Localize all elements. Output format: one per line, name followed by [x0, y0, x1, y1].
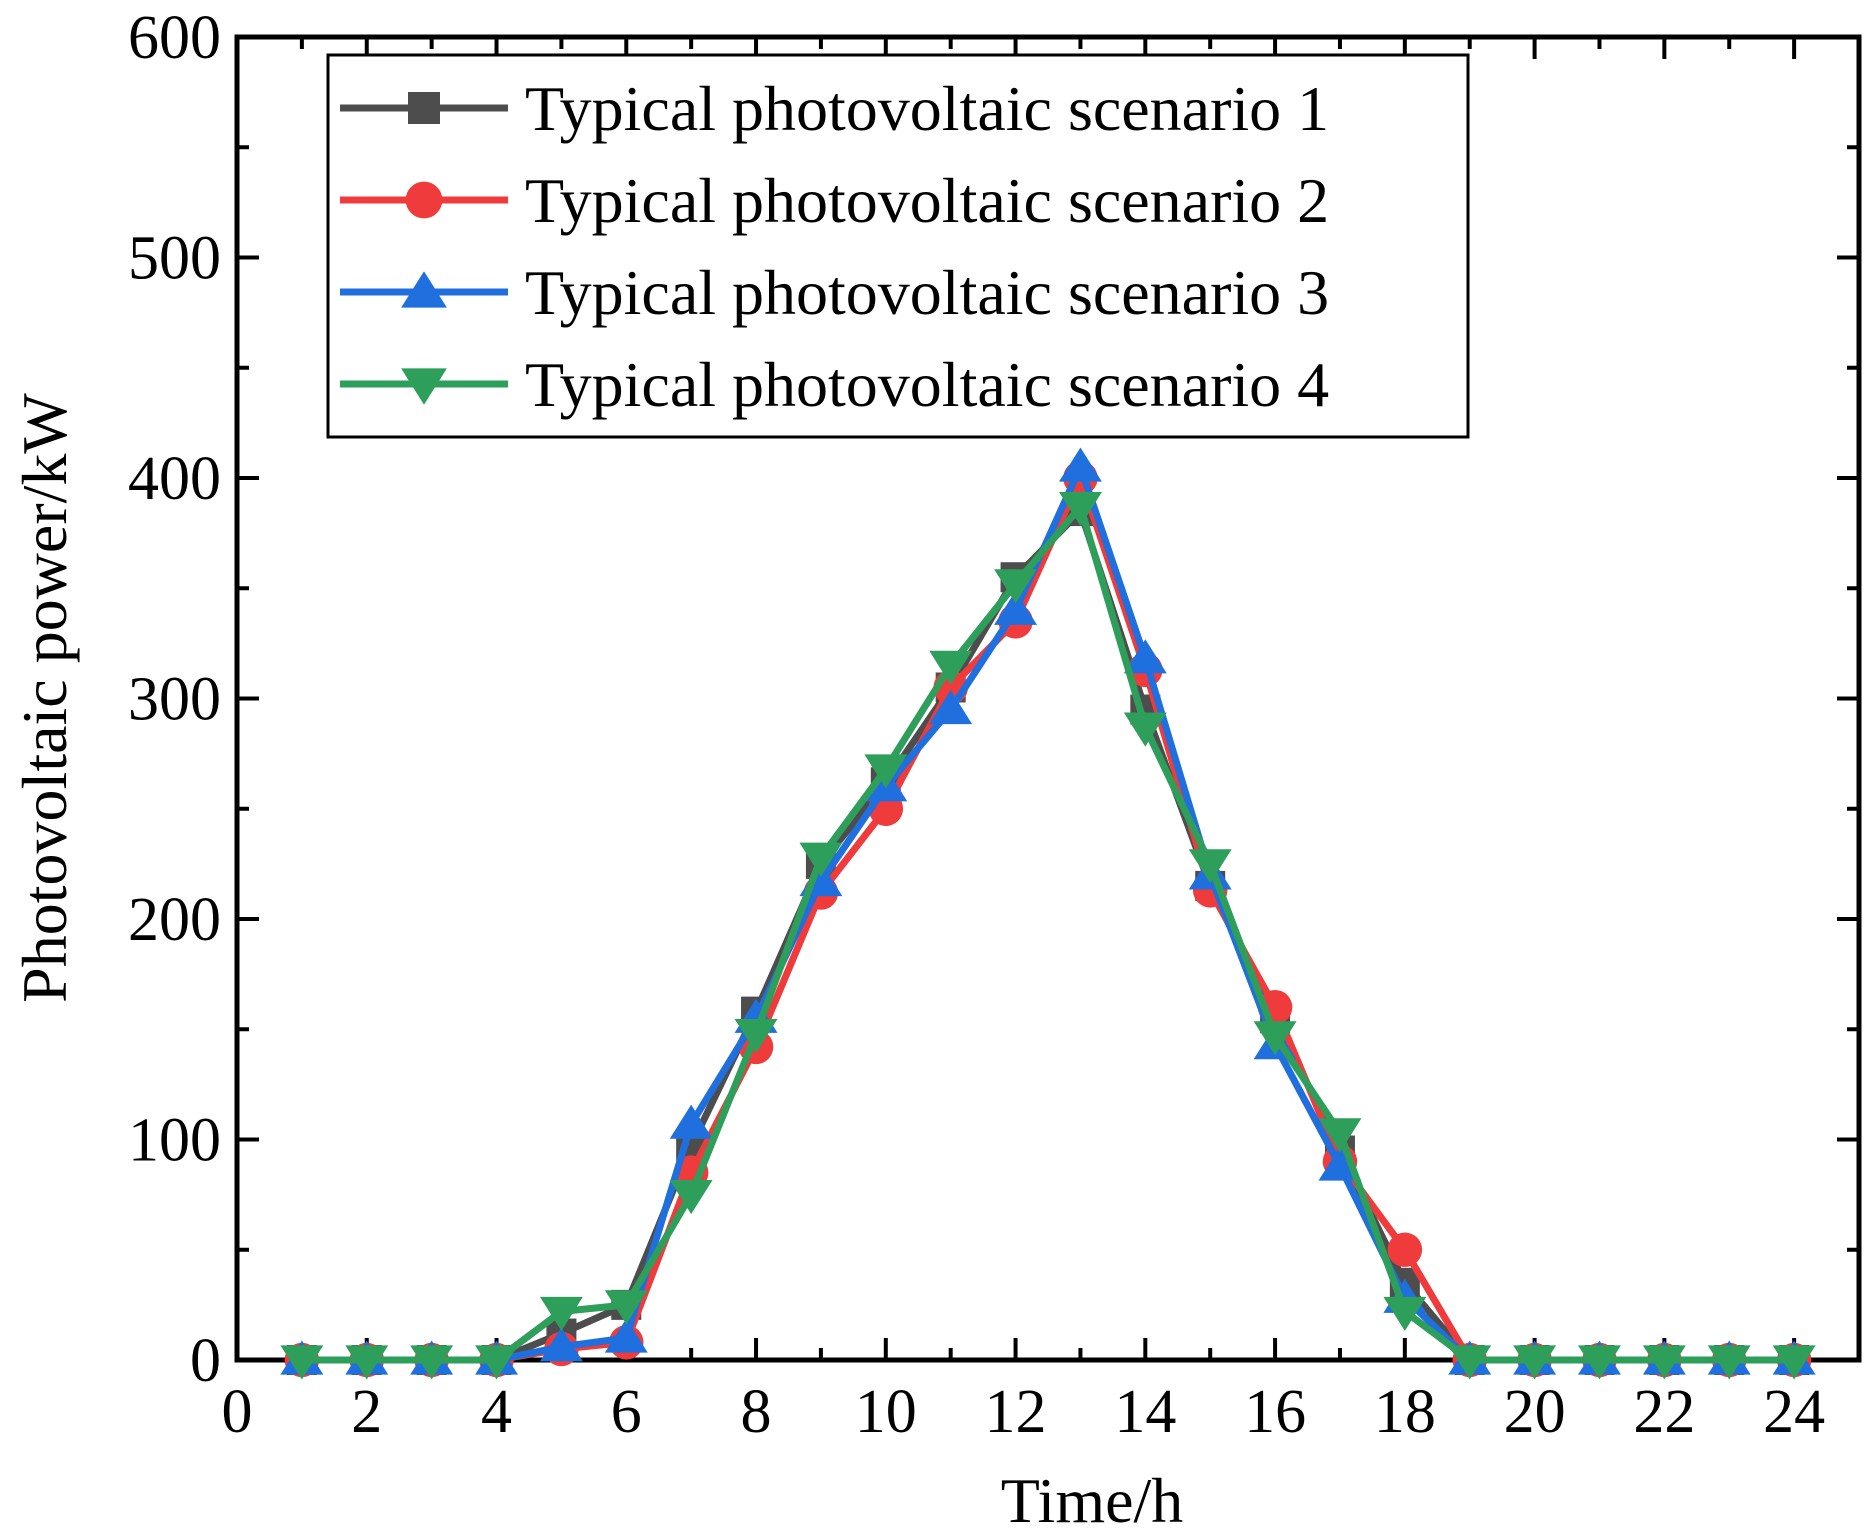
series-line — [301, 474, 1795, 1364]
data-point — [1448, 1345, 1492, 1380]
series-layer — [280, 447, 1816, 1380]
legend-box — [326, 53, 1470, 439]
y-axis-tick-labels: 0 100 200 300 400 500 600 — [128, 4, 221, 1395]
series-4 — [280, 492, 1816, 1380]
legend: Typical photovoltaic scenario 1 Typical … — [326, 53, 1470, 439]
data-point — [1123, 712, 1167, 747]
data-point — [1188, 849, 1232, 884]
x-axis-title: Time/h — [1001, 1465, 1184, 1535]
y-axis-title: Photovoltaic power/kW — [9, 393, 80, 1003]
data-point — [1642, 1345, 1686, 1380]
data-point — [669, 1104, 713, 1139]
x-tick-label: 0 — [222, 1378, 253, 1446]
data-point — [539, 1327, 583, 1362]
legend-label: Typical photovoltaic scenario 1 — [525, 73, 1329, 144]
data-point — [994, 569, 1038, 604]
data-point — [864, 754, 908, 789]
series-line — [301, 463, 1795, 1364]
data-point — [1058, 492, 1102, 527]
x-tick-label: 10 — [855, 1378, 917, 1446]
data-point — [1383, 1296, 1427, 1331]
legend-label: Typical photovoltaic scenario 3 — [525, 257, 1329, 328]
series-2 — [284, 460, 1812, 1378]
series-1 — [286, 496, 1810, 1375]
data-point — [1058, 447, 1102, 482]
series-line — [301, 503, 1795, 1364]
legend-marker — [408, 92, 440, 124]
data-point — [475, 1345, 518, 1380]
data-point — [1578, 1345, 1621, 1380]
series-line — [301, 507, 1795, 1364]
data-point — [1123, 639, 1167, 674]
x-tick-label: 8 — [741, 1378, 772, 1446]
y-tick-label: 400 — [128, 445, 221, 513]
x-tick-label: 2 — [351, 1378, 382, 1446]
data-point — [929, 690, 973, 725]
data-point — [734, 1019, 778, 1054]
x-tick-label: 20 — [1504, 1378, 1566, 1446]
data-point — [929, 650, 973, 685]
data-point — [1772, 1345, 1816, 1380]
legend-marker — [401, 368, 447, 405]
x-tick-label: 22 — [1633, 1378, 1695, 1446]
y-tick-label: 300 — [128, 666, 221, 734]
data-point — [1707, 1345, 1751, 1380]
y-tick-label: 600 — [128, 4, 221, 72]
x-tick-label: 16 — [1244, 1378, 1306, 1446]
data-point — [669, 1180, 713, 1215]
data-point — [1387, 1232, 1423, 1267]
data-point — [280, 1345, 324, 1380]
y-axis-ticks — [237, 35, 1859, 1362]
legend-symbols — [340, 92, 508, 405]
y-tick-label: 100 — [128, 1107, 221, 1175]
data-point — [539, 1296, 583, 1331]
x-axis-tick-labels: 0 2 4 6 8 10 12 14 16 18 20 22 24 — [222, 1378, 1826, 1446]
data-point — [604, 1318, 648, 1353]
data-point — [1253, 1021, 1297, 1056]
legend-label: Typical photovoltaic scenario 2 — [525, 165, 1329, 236]
data-point — [604, 1290, 648, 1325]
data-point — [1513, 1345, 1557, 1380]
y-tick-label: 200 — [128, 886, 221, 954]
x-tick-label: 18 — [1374, 1378, 1436, 1446]
data-point — [410, 1345, 454, 1380]
legend-marker — [405, 181, 443, 219]
x-tick-label: 6 — [611, 1378, 642, 1446]
data-point — [994, 590, 1038, 625]
data-point — [1318, 1118, 1362, 1153]
x-tick-label: 14 — [1114, 1378, 1176, 1446]
legend-marker — [401, 271, 447, 308]
y-tick-label: 500 — [128, 225, 221, 293]
y-tick-label: 0 — [190, 1327, 221, 1395]
data-point — [345, 1345, 389, 1380]
legend-label: Typical photovoltaic scenario 4 — [525, 349, 1329, 420]
x-tick-label: 4 — [481, 1378, 512, 1446]
x-tick-label: 12 — [985, 1378, 1047, 1446]
series-3 — [280, 447, 1816, 1375]
data-point — [799, 842, 843, 877]
x-tick-label: 24 — [1763, 1378, 1825, 1446]
